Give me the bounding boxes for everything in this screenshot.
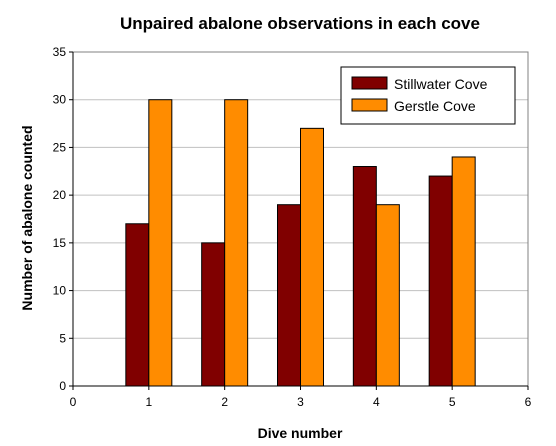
x-tick-label: 5 [449, 395, 456, 409]
bar-gerstle-cove-dive-2 [224, 99, 249, 387]
y-tick-label: 25 [53, 140, 67, 154]
legend-swatch-gerstle [351, 98, 388, 112]
x-tick-label: 3 [297, 395, 304, 409]
x-tick-label: 1 [145, 395, 152, 409]
y-axis-label: Number of abalone counted [19, 125, 35, 310]
y-tick-label: 15 [53, 236, 67, 250]
x-tick-label: 6 [525, 395, 532, 409]
bar-stillwater-cove-dive-1 [125, 223, 150, 387]
y-tick-label: 35 [53, 45, 67, 59]
legend-label-gerstle: Gerstle Cove [394, 98, 476, 114]
bar-gerstle-cove-dive-5 [451, 156, 476, 387]
y-tick-label: 20 [53, 188, 67, 202]
bar-gerstle-cove-dive-3 [300, 127, 324, 387]
bar-stillwater-cove-dive-5 [428, 175, 453, 387]
y-axis-ticks: 0 5 10 15 20 25 30 35 [53, 45, 73, 393]
legend-label-stillwater: Stillwater Cove [394, 76, 488, 92]
x-tick-label: 4 [373, 395, 380, 409]
y-tick-label: 5 [59, 331, 66, 345]
legend: Stillwater Cove Gerstle Cove [340, 66, 516, 125]
legend-swatch-stillwater [351, 76, 388, 90]
bar-gerstle-cove-dive-4 [375, 204, 400, 387]
x-axis-label: Dive number [258, 425, 343, 441]
bar-stillwater-cove-dive-4 [352, 166, 377, 387]
bar-stillwater-cove-dive-2 [201, 242, 226, 387]
bar-stillwater-cove-dive-3 [277, 204, 301, 387]
chart-title: Unpaired abalone observations in each co… [120, 14, 480, 33]
bar-gerstle-cove-dive-1 [148, 99, 173, 387]
x-tick-label: 0 [70, 395, 77, 409]
y-tick-label: 30 [53, 93, 67, 107]
y-tick-label: 10 [53, 284, 67, 298]
x-tick-label: 2 [221, 395, 228, 409]
y-tick-label: 0 [59, 379, 66, 393]
bars [125, 99, 476, 387]
x-axis-ticks: 0 1 2 3 4 5 6 [70, 386, 532, 409]
